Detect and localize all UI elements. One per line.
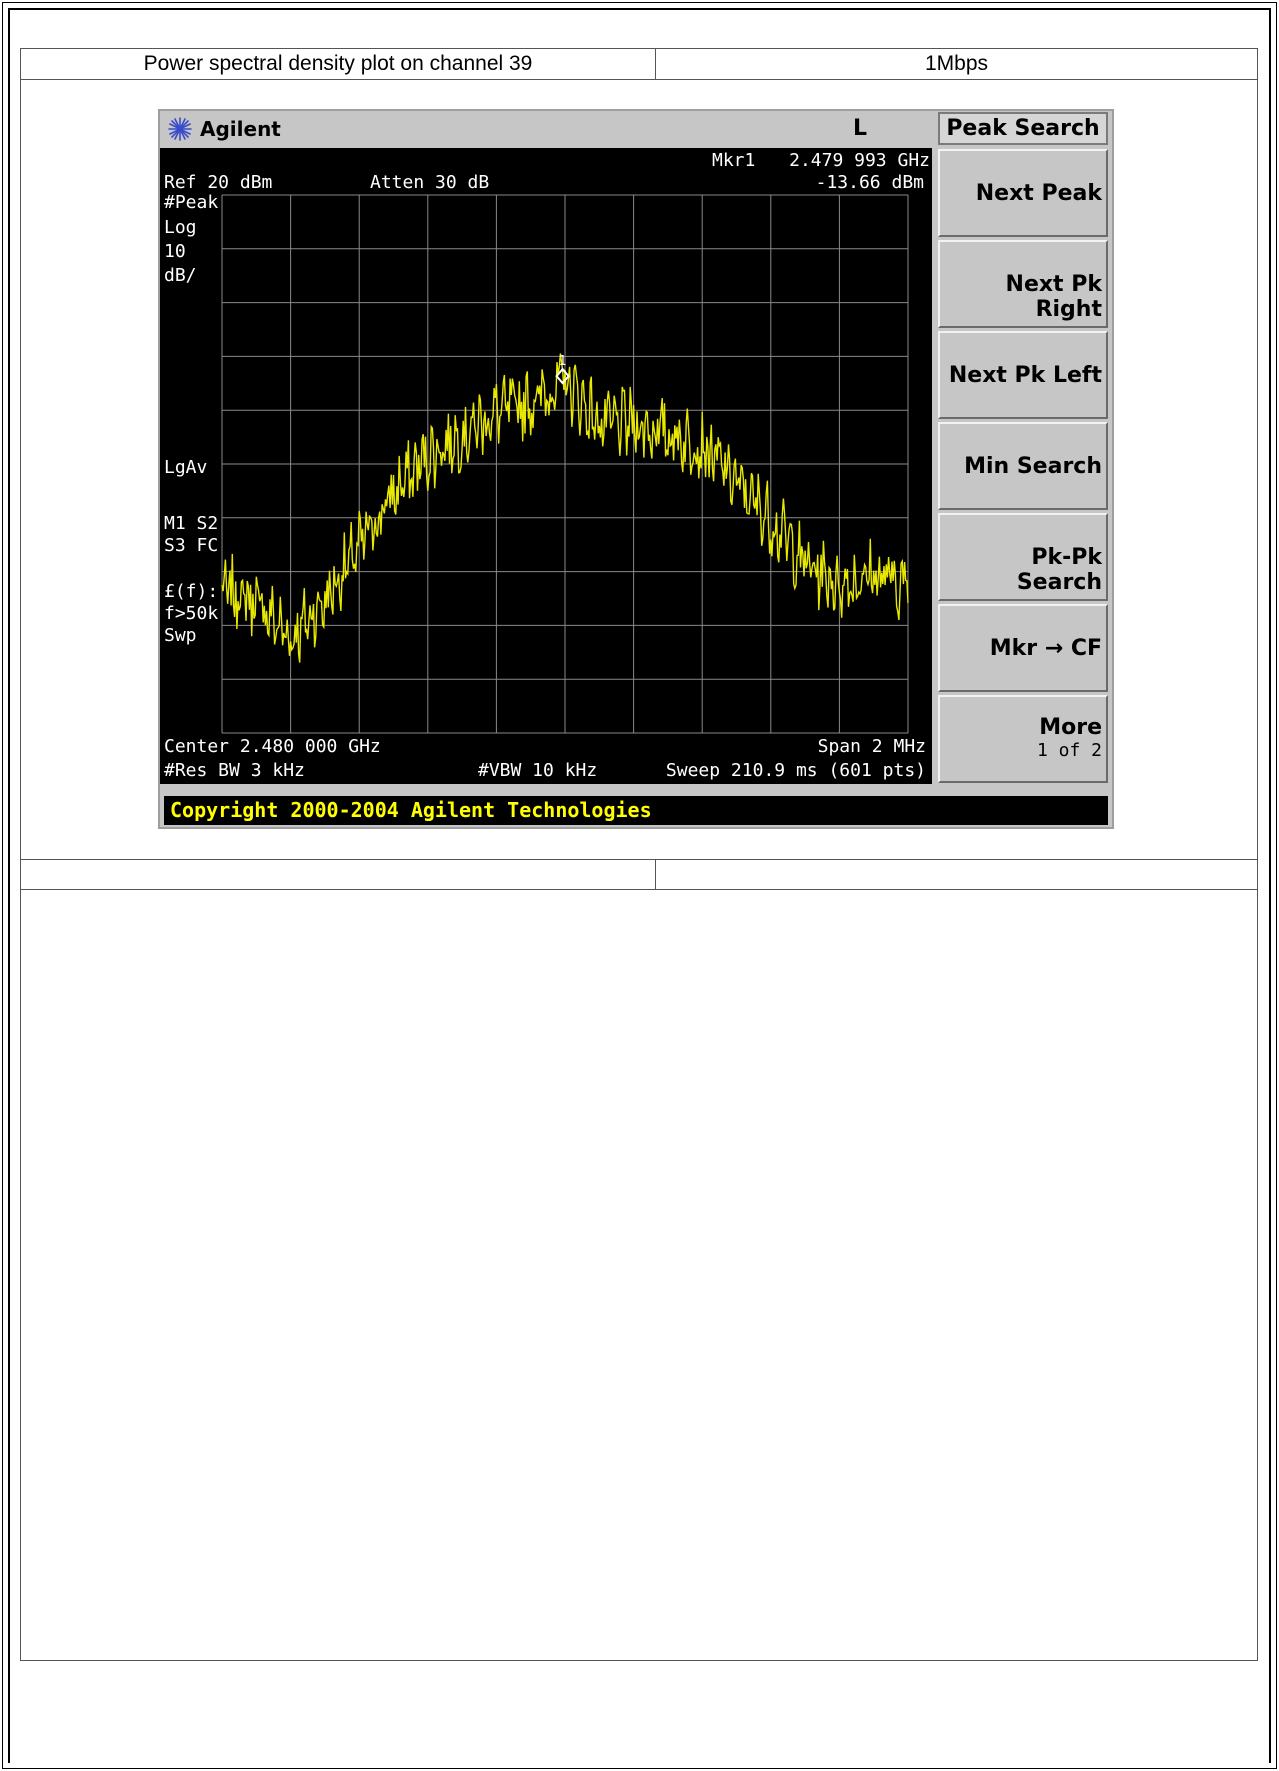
table-body-row bbox=[21, 890, 1257, 1660]
center-frequency: Center 2.480 000 GHz bbox=[164, 736, 381, 757]
agilent-spark-icon bbox=[168, 117, 192, 141]
next-peak-right-button[interactable]: Next Pk Right bbox=[938, 240, 1108, 328]
status-flag: L bbox=[853, 116, 868, 141]
min-search-button[interactable]: Min Search bbox=[938, 422, 1108, 510]
scale-type-annotation: Log bbox=[164, 217, 197, 238]
more-button[interactable]: More 1 of 2 bbox=[938, 695, 1108, 783]
blank-cell-left bbox=[21, 860, 656, 889]
softkey-panel: Peak Search Next Peak Next Pk Right Next… bbox=[932, 111, 1112, 784]
analyzer-display: Mkr1 2.479 993 GHz Ref 20 dBm Atten 30 d… bbox=[160, 148, 932, 784]
next-peak-label: Next Peak bbox=[975, 181, 1102, 206]
test-description-cell: Power spectral density plot on channel 3… bbox=[21, 49, 656, 79]
peak-to-peak-search-label: Pk-Pk Search bbox=[1016, 545, 1102, 595]
average-annotation: LgAv bbox=[164, 457, 208, 478]
brand-name: Agilent bbox=[200, 117, 281, 141]
min-search-label: Min Search bbox=[964, 454, 1102, 479]
marker-frequency: 2.479 993 GHz bbox=[789, 150, 930, 171]
marker-diamond-icon bbox=[555, 367, 570, 385]
detector-annotation: #Peak bbox=[164, 192, 219, 213]
sweep-time: Sweep 210.9 ms (601 pts) bbox=[665, 760, 926, 781]
mode-annotation-2: S3 FC bbox=[164, 535, 219, 556]
more-label-group: More 1 of 2 bbox=[1037, 715, 1102, 761]
marker-label: Mkr1 bbox=[712, 150, 756, 171]
mode-annotation-1: M1 S2 bbox=[164, 513, 219, 534]
next-peak-left-label: Next Pk Left bbox=[948, 363, 1102, 388]
frequency-span: Span 2 MHz bbox=[817, 736, 926, 757]
softkey-menu-title: Peak Search bbox=[938, 112, 1108, 145]
more-label: More bbox=[1039, 715, 1102, 740]
reference-level: Ref 20 dBm bbox=[164, 172, 273, 193]
copyright-bar: Copyright 2000-2004 Agilent Technologies bbox=[164, 796, 1108, 825]
spectrum-trace-line bbox=[221, 353, 909, 663]
analyzer-title-bar: Agilent L bbox=[160, 111, 932, 148]
spectrum-plot: 1 bbox=[221, 194, 909, 734]
next-peak-right-label: Next Pk Right bbox=[1005, 272, 1102, 322]
page-inner-border bbox=[8, 8, 1271, 1763]
marker-to-center-frequency-button[interactable]: Mkr → CF bbox=[938, 604, 1108, 692]
resolution-bandwidth: #Res BW 3 kHz bbox=[164, 760, 305, 781]
next-peak-left-button[interactable]: Next Pk Left bbox=[938, 331, 1108, 419]
scale-value-annotation: 10 bbox=[164, 241, 186, 262]
correction-annotation: £(f): bbox=[164, 581, 219, 602]
marker-level: -13.66 dBm bbox=[815, 172, 924, 193]
marker-to-center-frequency-label: Mkr → CF bbox=[989, 636, 1102, 661]
marker-number-label: 1 bbox=[559, 354, 567, 369]
blank-cell-right bbox=[656, 860, 1257, 889]
screenshot-row bbox=[21, 80, 1257, 860]
next-peak-button[interactable]: Next Peak bbox=[938, 149, 1108, 237]
video-bandwidth: #VBW 10 kHz bbox=[478, 760, 598, 781]
scale-unit-annotation: dB/ bbox=[164, 265, 197, 286]
table-header-row: Power spectral density plot on channel 3… bbox=[21, 49, 1257, 80]
frequency-condition-annotation: f>50k bbox=[164, 603, 219, 624]
peak-to-peak-search-button[interactable]: Pk-Pk Search bbox=[938, 513, 1108, 601]
spectrum-analyzer-screenshot: Agilent L Mkr1 2.479 993 GHz Ref 20 dBm … bbox=[158, 109, 1114, 829]
attenuation: Atten 30 dB bbox=[370, 172, 490, 193]
data-rate-cell: 1Mbps bbox=[924, 52, 989, 75]
sweep-annotation: Swp bbox=[164, 625, 197, 646]
table-blank-row bbox=[21, 860, 1257, 890]
more-page-indicator: 1 of 2 bbox=[1036, 740, 1102, 761]
report-table: Power spectral density plot on channel 3… bbox=[20, 48, 1258, 1661]
